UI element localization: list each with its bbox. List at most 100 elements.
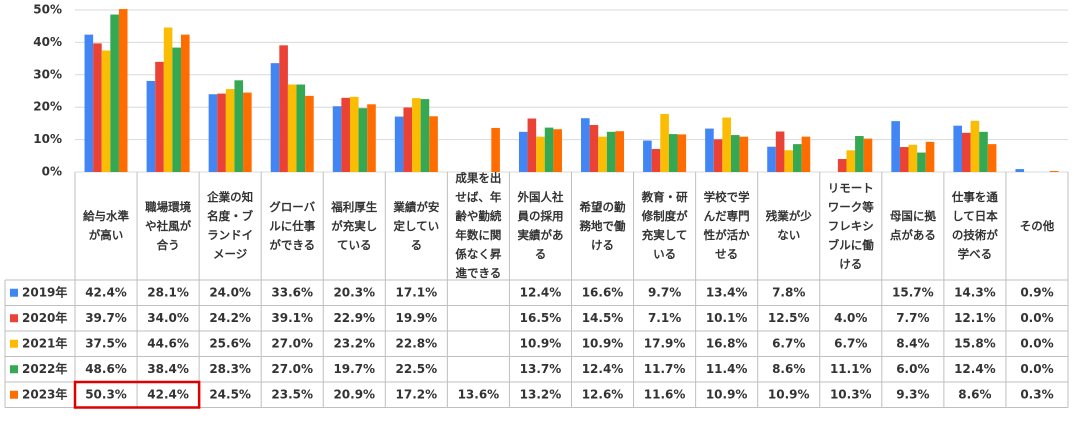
value-label: 10.1% [706,311,748,325]
bar [270,63,280,172]
bar [518,131,528,172]
bar [908,144,918,172]
bar [962,132,971,172]
value-label: 9.3% [896,387,929,401]
legend-label: 2021年 [22,335,67,350]
bar [429,116,438,172]
bar [917,152,926,172]
value-label: 20.9% [333,387,375,401]
bar [367,104,376,172]
value-label: 33.6% [271,285,313,299]
value-label: 13.2% [520,387,562,401]
value-label: 12.5% [768,311,810,325]
bar [412,98,421,172]
bar [155,61,164,173]
bar [208,94,218,172]
value-label: 42.4% [85,285,127,299]
bar [110,14,119,173]
bar [146,80,156,172]
value-label: 44.6% [147,336,189,350]
bar [296,84,306,172]
value-label: 10.9% [768,387,810,401]
value-label: 10.3% [830,387,872,401]
value-label: 14.5% [582,311,624,325]
category-label: 成果を出せば、年齢や勤続年数に関係なく昇進できる [455,171,502,280]
bar [863,138,873,172]
bar [180,34,190,173]
category-label: 職場環境や社風が合う [145,199,192,252]
value-label: 27.0% [271,362,313,376]
value-label: 11.1% [830,362,872,376]
value-label: 16.6% [582,285,624,299]
value-label: 14.3% [954,285,996,299]
bar [784,150,794,172]
bar [349,96,359,172]
bar [118,9,128,172]
y-tick-label: 10% [33,132,62,146]
value-label: 10.9% [582,336,624,350]
bar [606,131,616,172]
bar [172,47,181,172]
category-label: 福利厚生が充実している [331,199,378,252]
value-label: 22.5% [396,362,438,376]
value-label: 8.6% [772,362,805,376]
category-label: 給与水準が高い [83,209,130,242]
value-label: 24.5% [209,387,251,401]
value-label: 20.3% [333,285,375,299]
bar [553,129,562,172]
legend-swatch [10,314,18,323]
bar [598,136,607,172]
value-label: 17.1% [396,285,438,299]
bar [527,118,537,172]
bar [305,95,314,172]
bar [491,127,500,172]
legend-label: 2023年 [22,386,67,401]
legend-swatch [10,339,18,348]
bar [163,27,173,172]
value-label: 16.8% [706,336,748,350]
value-label: 11.7% [644,362,686,376]
value-label: 0.0% [1020,336,1053,350]
value-label: 38.4% [147,362,189,376]
value-label: 6.7% [834,336,867,350]
bar [793,144,802,172]
bar [987,144,997,172]
bar [234,80,244,172]
value-label: 8.4% [896,336,929,350]
bar [801,136,811,172]
category-label: 学校で学んだ専門性が活かせる [703,190,750,261]
value-label: 37.5% [85,336,127,350]
value-label: 42.4% [147,387,189,401]
bar [93,43,102,172]
value-label: 12.4% [520,285,562,299]
value-label: 23.2% [333,336,375,350]
bar [660,114,669,172]
bar [925,141,935,172]
bar [705,128,714,172]
value-label: 15.7% [892,285,934,299]
bar [767,146,776,172]
value-label: 0.0% [1020,311,1053,325]
bar [651,148,661,172]
bar [243,92,252,172]
category-label: 母国に拠点がある [889,209,936,242]
bar [420,99,430,172]
value-label: 12.1% [954,311,996,325]
y-tick-label: 40% [33,35,62,49]
value-label: 50.3% [85,387,127,401]
legend-label: 2019年 [22,284,67,299]
value-label: 12.4% [954,362,996,376]
bar [1015,169,1025,172]
value-label: 13.6% [458,387,500,401]
bar [589,125,599,172]
value-label: 16.5% [520,311,562,325]
value-label: 22.8% [396,336,438,350]
legend-swatch [10,288,18,297]
category-label: 業績が安定している [393,199,440,252]
category-label: リモートワーク等フレキシブルに働ける [827,180,874,271]
value-label: 24.0% [209,285,251,299]
value-label: 17.2% [396,387,438,401]
category-label: 外国人社員の採用実績がある [517,190,564,261]
value-label: 7.7% [896,311,929,325]
